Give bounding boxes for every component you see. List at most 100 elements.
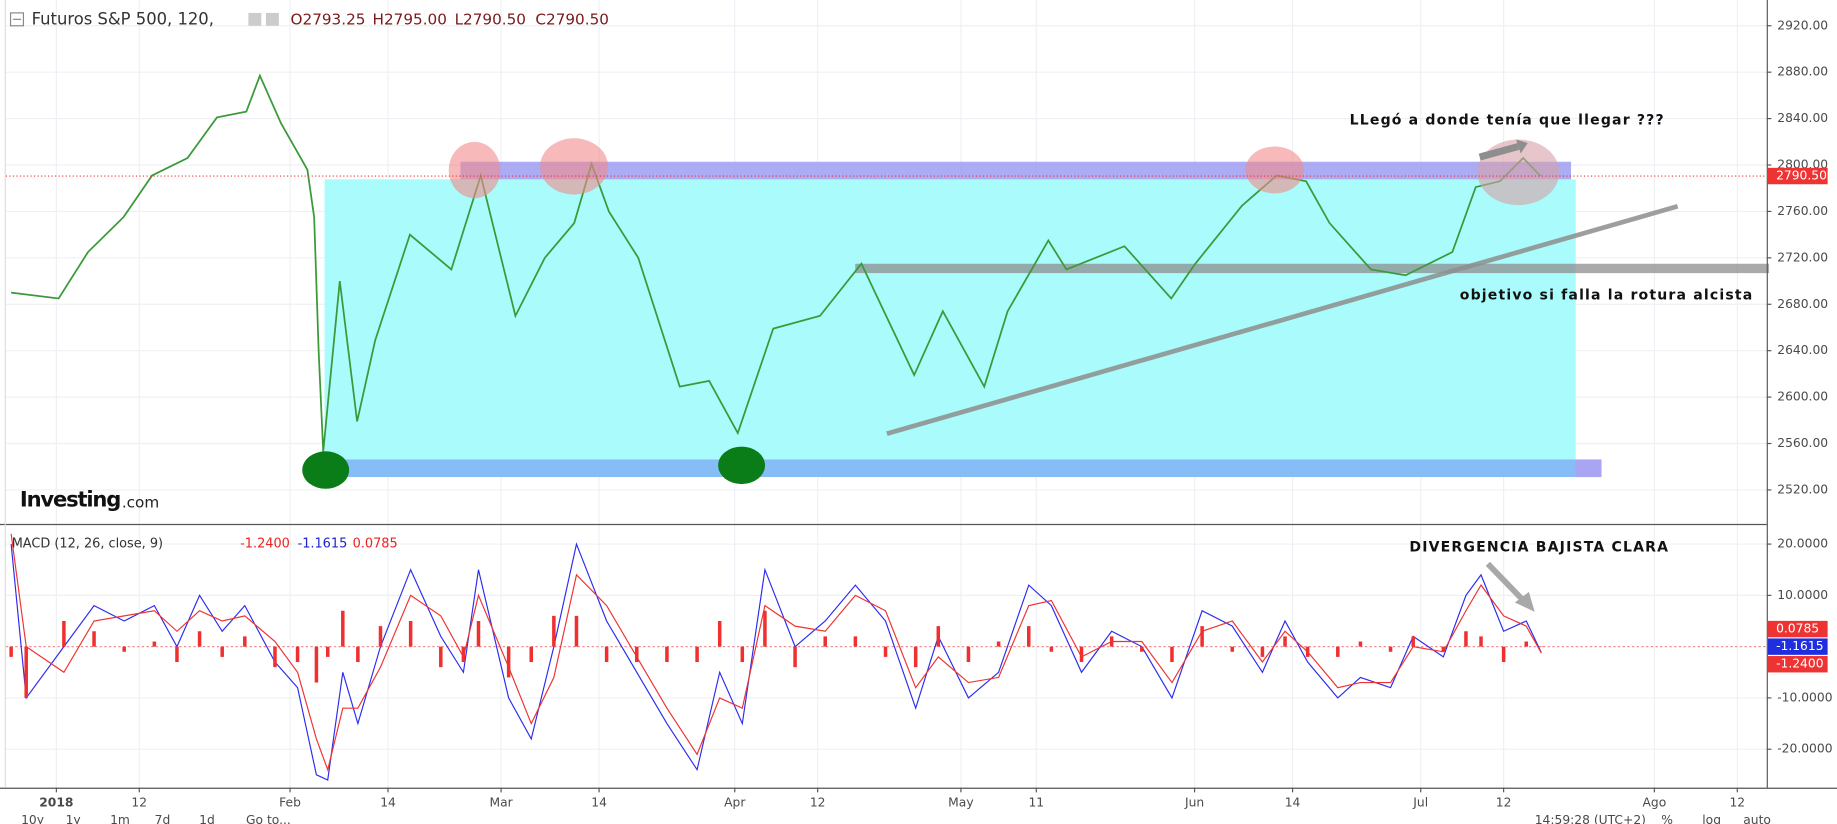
collapse-icon[interactable]	[9, 12, 25, 27]
range-button[interactable]: 7d	[155, 813, 171, 824]
histogram-bar	[936, 626, 941, 647]
histogram-bar	[529, 646, 534, 663]
scale-option[interactable]: %	[1661, 813, 1673, 824]
y-tick-label: 2760.00	[1777, 204, 1828, 218]
histogram-bar	[175, 646, 179, 663]
x-tick-label: 12	[131, 795, 147, 809]
histogram-bar	[1524, 641, 1529, 647]
annotation: LLegó a donde tenía que llegar ???	[1350, 113, 1665, 129]
support-band-end	[1575, 459, 1602, 478]
x-tick-label: 12	[1729, 795, 1745, 809]
histogram-bar	[574, 615, 579, 647]
open: O2793.25	[291, 10, 366, 28]
histogram-bar	[9, 646, 13, 657]
clock: 14:59:28 (UTC+2)	[1535, 813, 1646, 824]
histogram-bar	[604, 646, 609, 663]
scale-option[interactable]: auto	[1743, 813, 1771, 824]
histogram-bar	[913, 646, 918, 668]
histogram-bar	[122, 646, 126, 652]
x-tick-label: 12	[1496, 795, 1512, 809]
histogram-bar	[152, 641, 157, 647]
y-tick-label: 2600.00	[1777, 390, 1828, 404]
histogram-bar	[1305, 646, 1310, 657]
histogram-bar	[341, 610, 345, 647]
value-box	[1767, 656, 1828, 673]
symbol: Futuros S&P 500, 120,	[32, 9, 214, 28]
histogram-bar	[1026, 626, 1031, 647]
range-button[interactable]: 1m	[110, 813, 130, 824]
close: C2790.50	[535, 10, 609, 28]
histogram-bar	[1170, 646, 1174, 663]
x-tick-label: Apr	[724, 795, 746, 809]
top-marker	[448, 141, 501, 199]
y-tick-label: -10.0000	[1777, 690, 1832, 704]
last-price-box	[1767, 167, 1828, 185]
histogram-bar	[853, 636, 858, 647]
y-tick-label: 2560.00	[1777, 436, 1828, 450]
range-button[interactable]: 1y	[66, 813, 81, 824]
histogram-bar	[1049, 646, 1054, 652]
x-tick-label: Ago	[1643, 795, 1667, 809]
y-tick-label: 2880.00	[1777, 65, 1828, 79]
histogram-bar	[378, 626, 383, 647]
value-box-label: -1.1615	[1776, 639, 1823, 653]
histogram-bar	[695, 646, 699, 663]
histogram-bar	[1411, 636, 1415, 647]
resistance-band	[460, 161, 1572, 180]
histogram-bar	[476, 621, 481, 647]
value-box	[1767, 620, 1828, 638]
range-button[interactable]: Go to...	[246, 813, 291, 824]
trend-line	[886, 204, 1679, 436]
x-tick-label: 11	[1028, 795, 1044, 809]
histogram-bar	[506, 646, 511, 678]
range-button[interactable]: 1d	[199, 813, 215, 824]
x-tick-label: 12	[810, 795, 826, 809]
histogram-bar	[1200, 626, 1204, 647]
x-tick-label: 14	[380, 795, 396, 809]
x-tick-label: 14	[1285, 795, 1301, 809]
logo-suffix: .com	[122, 493, 159, 511]
x-tick-label: Mar	[489, 795, 513, 809]
histogram-bar	[1501, 646, 1506, 663]
x-tick-label: 14	[591, 795, 607, 809]
value-box-label: 0.0785	[1776, 622, 1819, 636]
histogram-bar	[356, 646, 360, 663]
range-button[interactable]: 10y	[21, 813, 44, 824]
histogram-bar	[763, 610, 767, 647]
value-box	[1767, 638, 1828, 655]
settings-icon[interactable]	[248, 12, 262, 26]
histogram-bar	[273, 646, 277, 668]
y-tick-label: 2920.00	[1777, 18, 1828, 32]
histogram-bar	[314, 646, 319, 683]
arrow	[1485, 561, 1526, 603]
histogram-bar	[635, 646, 639, 663]
signal-value: -1.2400	[240, 536, 290, 551]
range-box	[324, 179, 1576, 461]
histogram-bar	[996, 641, 1001, 647]
histogram-bar	[793, 646, 797, 668]
y-tick-label: -20.0000	[1777, 742, 1832, 756]
high: H2795.00	[373, 10, 447, 28]
histogram-bar	[1260, 646, 1265, 657]
low: L2790.50	[455, 10, 526, 28]
scale-option[interactable]: log	[1702, 813, 1721, 824]
x-tick-label: May	[948, 795, 973, 809]
histogram-bar	[461, 646, 466, 663]
histogram-bar	[883, 646, 888, 657]
settings-icon[interactable]	[265, 12, 279, 26]
y-tick-label: 10.0000	[1777, 588, 1828, 602]
annotation: DIVERGENCIA BAJISTA CLARA	[1409, 539, 1669, 555]
bottom-marker	[718, 446, 766, 485]
histogram-bar	[665, 646, 669, 663]
histogram-bar	[1441, 646, 1446, 652]
top-marker	[1245, 146, 1304, 194]
histogram-bar	[92, 631, 96, 647]
logo-brand: Investing	[20, 486, 120, 511]
histogram-bar	[408, 621, 413, 647]
histogram-bar	[1079, 646, 1084, 663]
x-tick-label: 2018	[39, 795, 73, 809]
histogram-bar	[1479, 636, 1483, 647]
bottom-marker	[302, 451, 350, 489]
histogram-bar	[823, 636, 827, 647]
histogram-value: 0.0785	[353, 536, 398, 551]
